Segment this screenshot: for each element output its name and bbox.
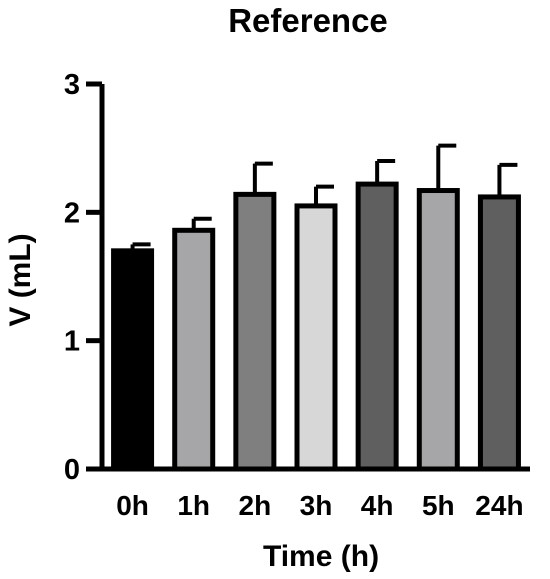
- x-tick-label: 3h: [300, 490, 333, 521]
- x-tick-label: 24h: [475, 490, 523, 521]
- bar: [294, 203, 338, 472]
- bar: [477, 194, 521, 472]
- x-tick-label: 0h: [116, 490, 149, 521]
- bar: [416, 188, 460, 472]
- bar: [111, 248, 155, 472]
- bars: [111, 181, 521, 472]
- x-axis-label: Time (h): [263, 540, 379, 573]
- y-axis-label: V (mL): [4, 233, 37, 326]
- bar: [233, 191, 277, 472]
- y-tick-label: 1: [64, 326, 80, 358]
- bar: [355, 181, 399, 472]
- y-tick-label: 0: [64, 454, 80, 486]
- y-tick-label: 2: [64, 197, 80, 229]
- bar: [172, 227, 216, 472]
- chart-title: Reference: [228, 2, 388, 39]
- x-tick-label: 2h: [239, 490, 272, 521]
- y-tick-label: 3: [64, 69, 80, 101]
- x-tick-label: 1h: [177, 490, 210, 521]
- error-bars: [130, 143, 518, 251]
- y-axis: 0 1 2 3: [64, 69, 105, 486]
- x-tick-label: 4h: [361, 490, 394, 521]
- x-tick-label: 5h: [422, 490, 455, 521]
- x-tick-labels: 0h 1h 2h 3h 4h 5h 24h: [116, 490, 523, 521]
